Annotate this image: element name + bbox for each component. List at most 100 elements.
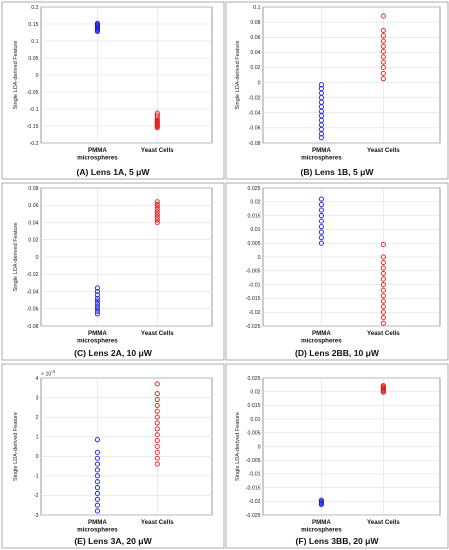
data-point bbox=[380, 13, 386, 19]
y-tick-label: -0.1 bbox=[30, 107, 39, 113]
series-pmma bbox=[94, 20, 100, 35]
y-axis-label: Single LDA-derived Feature bbox=[13, 222, 19, 291]
plot-area bbox=[40, 377, 213, 516]
y-tick-label: 0.04 bbox=[250, 50, 260, 56]
data-point bbox=[380, 43, 386, 49]
y-tick-label: 0 bbox=[258, 80, 261, 86]
y-tick-label: 0.2 bbox=[31, 5, 38, 11]
x-category-label: PMMA microspheres bbox=[301, 519, 342, 534]
data-point bbox=[154, 110, 160, 116]
data-point bbox=[380, 49, 386, 55]
data-point bbox=[380, 64, 386, 70]
y-tick-label: -0.025 bbox=[246, 513, 261, 519]
data-point bbox=[94, 295, 100, 301]
data-point bbox=[94, 508, 100, 514]
y-tick-label: 0.02 bbox=[28, 238, 38, 244]
series-pmma bbox=[318, 497, 324, 508]
data-point bbox=[380, 242, 386, 248]
data-point bbox=[380, 54, 386, 60]
y-tick-label: 0.005 bbox=[248, 431, 261, 437]
data-point bbox=[154, 449, 160, 455]
panel-e: 4 3 2 1 0 -1 -2 -3 PMMA microspheres Yeast Cells Si… bbox=[1, 363, 225, 549]
data-point bbox=[154, 414, 160, 420]
y-tick-label: 0.06 bbox=[250, 35, 260, 41]
y-tick-label: 0 bbox=[258, 444, 261, 450]
data-point bbox=[94, 301, 100, 307]
y-tick-label: 4 bbox=[36, 376, 39, 382]
data-point bbox=[94, 285, 100, 291]
data-point bbox=[380, 276, 386, 282]
data-point bbox=[94, 292, 100, 298]
y-tick-label: -0.05 bbox=[27, 90, 39, 96]
data-point bbox=[154, 396, 160, 403]
data-point bbox=[154, 432, 160, 438]
y-axis-label: Single LDA-derived Feature bbox=[235, 412, 241, 481]
y-tick-label: -0.15 bbox=[27, 124, 39, 130]
y-tick-label: -0.08 bbox=[27, 324, 39, 330]
y-tick-label: -0.08 bbox=[249, 141, 261, 147]
series-yeast bbox=[380, 383, 386, 395]
data-point bbox=[94, 298, 100, 304]
panel-b: 0.1 0.08 0.06 0.04 0.02 0 -0.02 -0.04 -0.06 -0.08… bbox=[225, 1, 449, 180]
y-tick-label: -0.02 bbox=[249, 499, 261, 505]
data-point bbox=[154, 217, 160, 223]
y-tick-label: 2 bbox=[36, 415, 39, 421]
x-category-label: PMMA microspheres bbox=[77, 330, 118, 345]
y-tick-label: -0.025 bbox=[246, 324, 261, 330]
y-tick-label: -3 bbox=[34, 513, 39, 519]
data-point bbox=[94, 496, 100, 502]
x-category-label: Yeast Cells bbox=[367, 519, 400, 526]
x-category-label: PMMA microspheres bbox=[77, 147, 118, 162]
y-tick-label: 0 bbox=[258, 255, 261, 261]
y-tick-label: -0.005 bbox=[246, 269, 261, 275]
y-tick-label: -0.04 bbox=[27, 289, 39, 295]
y-tick-label: -0.015 bbox=[246, 485, 261, 491]
y-tick-label: 0.015 bbox=[248, 403, 261, 409]
x-category-label: Yeast Cells bbox=[141, 330, 174, 337]
data-point bbox=[94, 311, 100, 317]
panel-caption: (A) Lens 1A, 5 μW bbox=[76, 167, 150, 177]
y-axis-label: Single LDA-derived Feature bbox=[13, 40, 19, 109]
series-yeast bbox=[154, 110, 160, 131]
panel-caption: (B) Lens 1B, 5 μW bbox=[300, 167, 374, 177]
data-point bbox=[318, 213, 324, 219]
panel-caption: (E) Lens 3A, 20 μW bbox=[74, 536, 152, 546]
data-point bbox=[154, 199, 160, 205]
data-point bbox=[318, 82, 324, 88]
series-yeast bbox=[380, 13, 386, 82]
data-point bbox=[94, 306, 100, 312]
data-point bbox=[380, 265, 386, 271]
y-tick-label: 0.01 bbox=[250, 417, 260, 423]
y-tick-label: -0.02 bbox=[249, 310, 261, 316]
data-point bbox=[380, 59, 386, 65]
data-point bbox=[94, 485, 100, 491]
data-point bbox=[154, 381, 160, 387]
y-tick-label: -0.06 bbox=[249, 126, 261, 132]
y-tick-label: 0 bbox=[36, 255, 39, 261]
data-point bbox=[154, 201, 160, 207]
data-point bbox=[380, 320, 386, 326]
data-point bbox=[154, 420, 160, 426]
panel-f: 0.025 0.02 0.015 0.01 0.005 0 -0.005 -0.01 -0.01… bbox=[225, 363, 449, 549]
data-point bbox=[154, 443, 160, 450]
y-tick-label: -0.06 bbox=[27, 307, 39, 313]
data-point bbox=[154, 426, 160, 432]
y-tick-label: 0.08 bbox=[250, 20, 260, 26]
x-category-label: PMMA microspheres bbox=[301, 147, 342, 162]
series-yeast bbox=[154, 381, 160, 467]
data-point bbox=[380, 315, 386, 321]
data-point bbox=[154, 402, 160, 408]
y-tick-label: 3 bbox=[36, 395, 39, 401]
data-point bbox=[380, 271, 386, 277]
y-tick-label: -0.04 bbox=[249, 111, 261, 117]
panel-caption: (D) Lens 2BB, 10 μW bbox=[295, 348, 380, 358]
data-point bbox=[154, 212, 160, 218]
y-tick-label: 0.04 bbox=[28, 220, 38, 226]
y-tick-label: 0.01 bbox=[250, 227, 260, 233]
data-point bbox=[94, 437, 100, 443]
data-point bbox=[318, 229, 324, 235]
data-point bbox=[318, 207, 324, 213]
y-tick-label: 1 bbox=[36, 435, 39, 441]
panel-c: 0.08 0.06 0.04 0.02 0 -0.02 -0.04 -0.06 -0.08 PMM… bbox=[1, 182, 225, 361]
data-point bbox=[154, 207, 160, 213]
